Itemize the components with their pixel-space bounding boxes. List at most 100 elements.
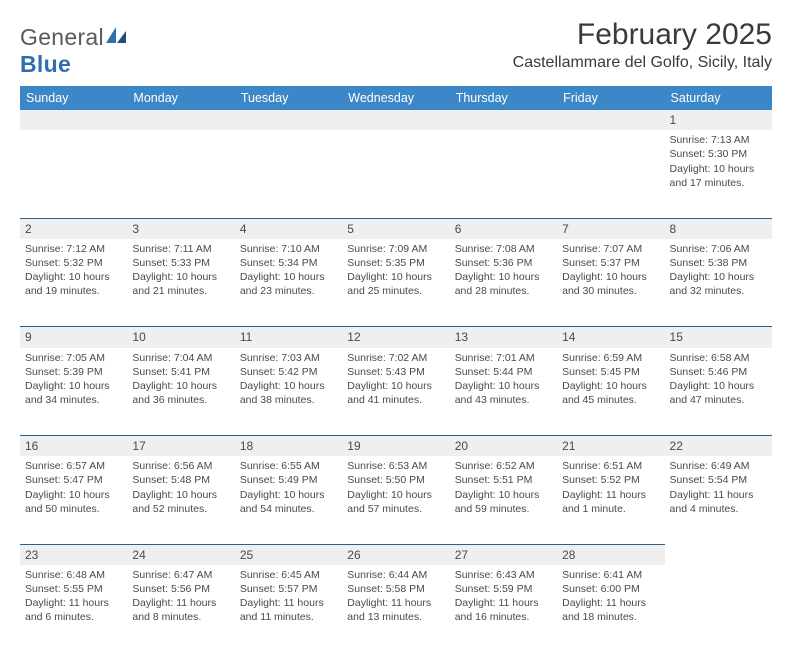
day-number-cell: 11: [235, 327, 342, 348]
sunrise-line: Sunrise: 6:55 AM: [240, 459, 337, 473]
sunrise-line: Sunrise: 6:45 AM: [240, 568, 337, 582]
day-detail-cell: [235, 130, 342, 218]
daylight-line: Daylight: 11 hours and 13 minutes.: [347, 596, 444, 624]
day-detail-cell: Sunrise: 7:11 AMSunset: 5:33 PMDaylight:…: [127, 239, 234, 327]
sunrise-line: Sunrise: 6:56 AM: [132, 459, 229, 473]
day-number-row: 232425262728: [20, 544, 772, 565]
weekday-header: Wednesday: [342, 86, 449, 110]
weekday-header: Thursday: [450, 86, 557, 110]
day-number-cell: 25: [235, 544, 342, 565]
month-title: February 2025: [513, 18, 772, 52]
sunset-line: Sunset: 5:42 PM: [240, 365, 337, 379]
day-detail-cell: Sunrise: 7:01 AMSunset: 5:44 PMDaylight:…: [450, 348, 557, 436]
day-number-cell: 14: [557, 327, 664, 348]
sunrise-line: Sunrise: 6:53 AM: [347, 459, 444, 473]
day-detail-cell: Sunrise: 6:48 AMSunset: 5:55 PMDaylight:…: [20, 565, 127, 653]
sunrise-line: Sunrise: 7:02 AM: [347, 351, 444, 365]
day-detail-cell: Sunrise: 6:57 AMSunset: 5:47 PMDaylight:…: [20, 456, 127, 544]
daylight-line: Daylight: 10 hours and 38 minutes.: [240, 379, 337, 407]
sunrise-line: Sunrise: 6:57 AM: [25, 459, 122, 473]
day-detail-cell: Sunrise: 6:47 AMSunset: 5:56 PMDaylight:…: [127, 565, 234, 653]
sunset-line: Sunset: 5:35 PM: [347, 256, 444, 270]
sunset-line: Sunset: 5:59 PM: [455, 582, 552, 596]
day-number-cell: 13: [450, 327, 557, 348]
day-detail-cell: Sunrise: 6:51 AMSunset: 5:52 PMDaylight:…: [557, 456, 664, 544]
sunset-line: Sunset: 6:00 PM: [562, 582, 659, 596]
day-number-cell: 2: [20, 218, 127, 239]
logo: GeneralBlue: [20, 18, 128, 78]
day-number-cell: 20: [450, 436, 557, 457]
day-number-cell: [20, 110, 127, 130]
sunset-line: Sunset: 5:47 PM: [25, 473, 122, 487]
day-detail-cell: Sunrise: 6:59 AMSunset: 5:45 PMDaylight:…: [557, 348, 664, 436]
sunrise-line: Sunrise: 7:06 AM: [670, 242, 767, 256]
logo-sail-icon: [106, 24, 128, 51]
sunrise-line: Sunrise: 7:10 AM: [240, 242, 337, 256]
sunset-line: Sunset: 5:51 PM: [455, 473, 552, 487]
day-number-row: 9101112131415: [20, 327, 772, 348]
sunrise-line: Sunrise: 7:08 AM: [455, 242, 552, 256]
day-number-cell: 26: [342, 544, 449, 565]
day-number-cell: 7: [557, 218, 664, 239]
day-detail-cell: Sunrise: 6:45 AMSunset: 5:57 PMDaylight:…: [235, 565, 342, 653]
sunrise-line: Sunrise: 7:05 AM: [25, 351, 122, 365]
day-number-cell: 19: [342, 436, 449, 457]
day-number-cell: 3: [127, 218, 234, 239]
sunrise-line: Sunrise: 7:11 AM: [132, 242, 229, 256]
daylight-line: Daylight: 11 hours and 1 minute.: [562, 488, 659, 516]
day-number-cell: 6: [450, 218, 557, 239]
sunset-line: Sunset: 5:55 PM: [25, 582, 122, 596]
sunset-line: Sunset: 5:49 PM: [240, 473, 337, 487]
calendar-table: Sunday Monday Tuesday Wednesday Thursday…: [20, 86, 772, 653]
sunset-line: Sunset: 5:45 PM: [562, 365, 659, 379]
day-number-cell: [450, 110, 557, 130]
sunrise-line: Sunrise: 6:48 AM: [25, 568, 122, 582]
daylight-line: Daylight: 11 hours and 11 minutes.: [240, 596, 337, 624]
day-detail-cell: Sunrise: 6:56 AMSunset: 5:48 PMDaylight:…: [127, 456, 234, 544]
sunrise-line: Sunrise: 7:01 AM: [455, 351, 552, 365]
sunrise-line: Sunrise: 7:13 AM: [670, 133, 767, 147]
sunset-line: Sunset: 5:44 PM: [455, 365, 552, 379]
day-detail-cell: Sunrise: 7:05 AMSunset: 5:39 PMDaylight:…: [20, 348, 127, 436]
calendar-page: GeneralBlue February 2025 Castellammare …: [0, 0, 792, 663]
day-detail-cell: Sunrise: 7:12 AMSunset: 5:32 PMDaylight:…: [20, 239, 127, 327]
day-detail-cell: Sunrise: 7:08 AMSunset: 5:36 PMDaylight:…: [450, 239, 557, 327]
day-number-cell: [557, 110, 664, 130]
day-number-cell: 5: [342, 218, 449, 239]
day-number-row: 1: [20, 110, 772, 130]
day-detail-cell: Sunrise: 7:02 AMSunset: 5:43 PMDaylight:…: [342, 348, 449, 436]
day-detail-cell: Sunrise: 7:04 AMSunset: 5:41 PMDaylight:…: [127, 348, 234, 436]
day-detail-row: Sunrise: 6:48 AMSunset: 5:55 PM Daylight:…: [20, 565, 772, 653]
daylight-line: Daylight: 11 hours and 16 minutes.: [455, 596, 552, 624]
sunrise-line: Sunrise: 6:43 AM: [455, 568, 552, 582]
day-number-cell: 12: [342, 327, 449, 348]
daylight-line: Daylight: 11 hours and 18 minutes.: [562, 596, 659, 624]
sunrise-line: Sunrise: 7:12 AM: [25, 242, 122, 256]
sunrise-line: Sunrise: 6:51 AM: [562, 459, 659, 473]
day-number-cell: 1: [665, 110, 772, 130]
daylight-line: Daylight: 10 hours and 43 minutes.: [455, 379, 552, 407]
day-detail-cell: [557, 130, 664, 218]
daylight-line: Daylight: 11 hours and 4 minutes.: [670, 488, 767, 516]
weekday-header-row: Sunday Monday Tuesday Wednesday Thursday…: [20, 86, 772, 110]
logo-word2: Blue: [20, 51, 71, 77]
sunset-line: Sunset: 5:41 PM: [132, 365, 229, 379]
sunset-line: Sunset: 5:54 PM: [670, 473, 767, 487]
sunset-line: Sunset: 5:38 PM: [670, 256, 767, 270]
day-detail-row: Sunrise: 6:57 AMSunset: 5:47 PM Daylight:…: [20, 456, 772, 544]
day-number-cell: 10: [127, 327, 234, 348]
day-number-cell: 15: [665, 327, 772, 348]
day-number-cell: [665, 544, 772, 565]
sunrise-line: Sunrise: 7:03 AM: [240, 351, 337, 365]
day-number-row: 2345678: [20, 218, 772, 239]
sunset-line: Sunset: 5:43 PM: [347, 365, 444, 379]
day-detail-cell: Sunrise: 6:49 AMSunset: 5:54 PMDaylight:…: [665, 456, 772, 544]
sunrise-line: Sunrise: 6:58 AM: [670, 351, 767, 365]
weekday-header: Sunday: [20, 86, 127, 110]
logo-word1: General: [20, 24, 104, 50]
weekday-header: Saturday: [665, 86, 772, 110]
sunset-line: Sunset: 5:37 PM: [562, 256, 659, 270]
day-detail-row: Sunrise: 7:13 AMSunset: 5:30 PMDaylight:…: [20, 130, 772, 218]
day-detail-cell: Sunrise: 6:44 AMSunset: 5:58 PMDaylight:…: [342, 565, 449, 653]
daylight-line: Daylight: 10 hours and 21 minutes.: [132, 270, 229, 298]
